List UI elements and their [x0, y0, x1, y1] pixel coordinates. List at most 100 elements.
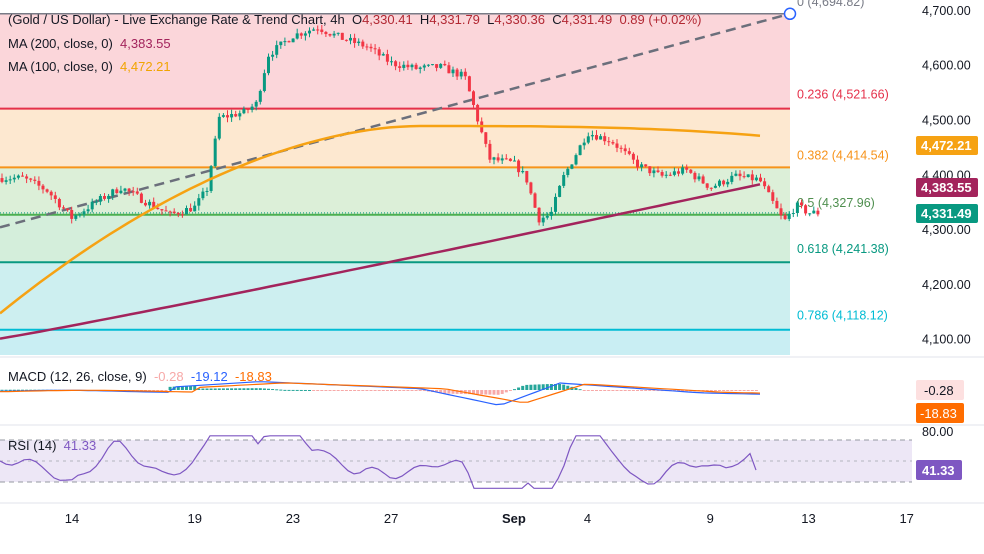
candle[interactable] — [492, 157, 496, 160]
candle[interactable] — [176, 213, 180, 215]
candle[interactable] — [25, 176, 29, 179]
candle[interactable] — [615, 143, 619, 148]
candle[interactable] — [525, 171, 529, 183]
candle[interactable] — [529, 182, 533, 194]
candle[interactable] — [172, 211, 176, 214]
candle[interactable] — [422, 65, 426, 68]
candle[interactable] — [537, 207, 541, 223]
candle[interactable] — [230, 114, 234, 118]
candle[interactable] — [74, 215, 78, 219]
candle[interactable] — [287, 41, 291, 43]
candle[interactable] — [418, 67, 422, 69]
candle[interactable] — [689, 169, 693, 173]
candle[interactable] — [783, 215, 787, 219]
candle[interactable] — [152, 201, 156, 208]
candle[interactable] — [652, 170, 656, 174]
candle[interactable] — [41, 185, 45, 190]
candle[interactable] — [242, 108, 246, 114]
candle[interactable] — [570, 164, 574, 169]
candle[interactable] — [759, 177, 762, 182]
candle[interactable] — [771, 192, 775, 201]
candle[interactable] — [619, 147, 623, 149]
candle[interactable] — [656, 170, 660, 173]
candle[interactable] — [513, 160, 516, 162]
candle[interactable] — [541, 217, 545, 223]
candle[interactable] — [660, 172, 664, 176]
candle[interactable] — [205, 190, 209, 192]
candle[interactable] — [795, 202, 799, 214]
candle[interactable] — [361, 41, 365, 47]
candle[interactable] — [185, 208, 188, 215]
candle[interactable] — [668, 174, 672, 176]
candle[interactable] — [156, 207, 160, 210]
candle[interactable] — [554, 196, 557, 212]
candle[interactable] — [451, 69, 455, 74]
candle[interactable] — [308, 30, 311, 34]
candle[interactable] — [750, 174, 754, 181]
candle[interactable] — [742, 176, 746, 178]
candle[interactable] — [189, 208, 193, 212]
candle[interactable] — [357, 41, 361, 44]
candle[interactable] — [701, 176, 705, 184]
candle[interactable] — [808, 213, 812, 215]
candle[interactable] — [574, 155, 578, 165]
candle[interactable] — [779, 208, 783, 216]
candle[interactable] — [369, 46, 373, 49]
candle[interactable] — [476, 104, 480, 122]
candle[interactable] — [4, 180, 8, 182]
candle[interactable] — [221, 115, 225, 117]
candle[interactable] — [234, 114, 238, 117]
rsi-legend[interactable]: RSI (14) 41.33 — [8, 438, 96, 453]
candle[interactable] — [508, 158, 512, 161]
candle[interactable] — [726, 181, 730, 185]
candle[interactable] — [447, 65, 451, 74]
candle[interactable] — [377, 49, 381, 56]
candle[interactable] — [804, 205, 808, 214]
candle[interactable] — [763, 181, 767, 187]
candle[interactable] — [94, 201, 98, 203]
candle[interactable] — [291, 38, 295, 43]
candle[interactable] — [45, 189, 49, 192]
candle[interactable] — [578, 145, 582, 156]
candle[interactable] — [549, 211, 553, 216]
candle[interactable] — [730, 175, 734, 182]
candle[interactable] — [644, 164, 648, 167]
candle[interactable] — [258, 90, 262, 102]
candle[interactable] — [582, 142, 586, 146]
candle[interactable] — [443, 63, 447, 66]
candle[interactable] — [664, 174, 668, 176]
candle[interactable] — [631, 153, 635, 160]
candle[interactable] — [250, 106, 254, 110]
candle[interactable] — [324, 31, 328, 35]
candle[interactable] — [336, 32, 340, 34]
candle[interactable] — [697, 176, 701, 180]
candle[interactable] — [611, 142, 615, 144]
candle[interactable] — [484, 132, 488, 144]
candle[interactable] — [197, 198, 201, 206]
candle[interactable] — [738, 173, 742, 177]
candle[interactable] — [640, 164, 644, 168]
candle[interactable] — [275, 45, 279, 55]
candle[interactable] — [718, 180, 721, 186]
candle[interactable] — [164, 210, 168, 212]
candle[interactable] — [12, 177, 16, 180]
candle[interactable] — [365, 46, 369, 48]
candle[interactable] — [262, 73, 266, 91]
candle[interactable] — [0, 178, 4, 182]
candle[interactable] — [115, 189, 119, 194]
candle[interactable] — [62, 207, 65, 209]
candle[interactable] — [254, 101, 258, 107]
candle[interactable] — [467, 76, 471, 92]
candle[interactable] — [57, 198, 61, 208]
candle[interactable] — [135, 191, 139, 194]
candle[interactable] — [78, 214, 82, 216]
candle[interactable] — [533, 193, 537, 208]
candle[interactable] — [787, 213, 791, 219]
candle[interactable] — [472, 91, 475, 105]
candle[interactable] — [599, 136, 603, 140]
candle[interactable] — [394, 61, 398, 67]
candle[interactable] — [328, 34, 332, 36]
candle[interactable] — [33, 179, 37, 181]
candle[interactable] — [21, 175, 24, 177]
candle[interactable] — [320, 29, 324, 32]
